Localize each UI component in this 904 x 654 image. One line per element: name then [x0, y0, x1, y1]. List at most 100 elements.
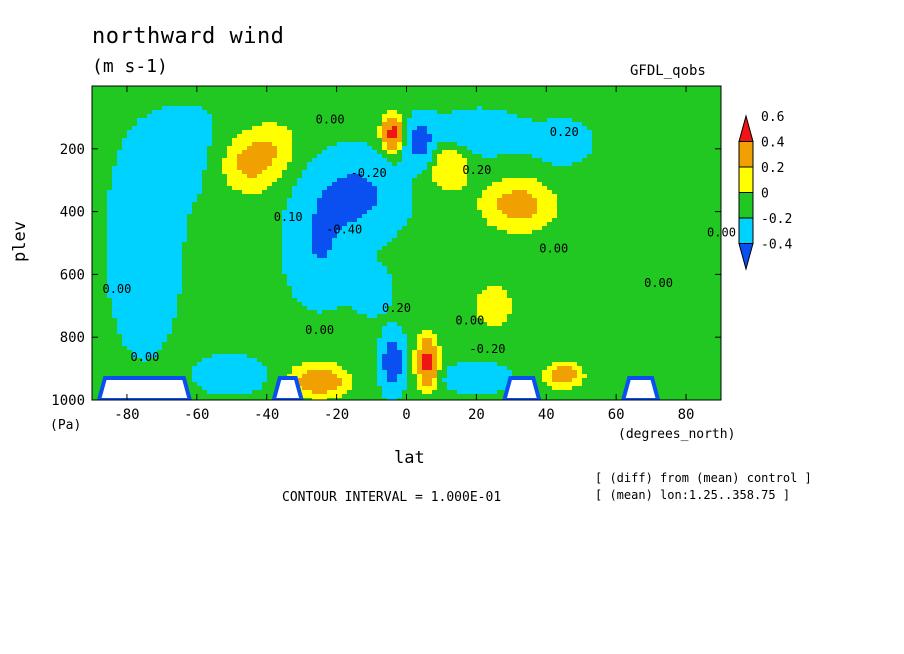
field-cell: [132, 194, 138, 199]
field-cell: [217, 110, 223, 115]
field-cell: [287, 94, 293, 99]
field-cell: [402, 382, 408, 387]
field-cell: [382, 194, 388, 199]
field-cell: [297, 202, 303, 207]
field-cell: [162, 234, 168, 239]
field-cell: [197, 94, 203, 99]
field-cell: [307, 266, 313, 271]
field-cell: [112, 102, 118, 107]
field-cell: [157, 294, 163, 299]
field-cell: [392, 266, 398, 271]
field-cell: [347, 218, 353, 223]
field-cell: [287, 310, 293, 315]
field-cell: [402, 238, 408, 243]
field-cell: [177, 138, 183, 143]
field-cell: [257, 314, 263, 319]
field-cell: [317, 158, 323, 163]
field-cell: [272, 202, 278, 207]
field-cell: [207, 102, 213, 107]
field-cell: [182, 238, 188, 243]
field-cell: [292, 138, 298, 143]
field-cell: [232, 158, 238, 163]
field-cell: [207, 154, 213, 159]
field-cell: [92, 274, 98, 279]
field-cell: [167, 202, 173, 207]
field-cell: [262, 258, 268, 263]
field-cell: [102, 354, 108, 359]
field-cell: [372, 386, 378, 391]
field-cell: [92, 238, 98, 243]
field-cell: [142, 350, 148, 355]
field-cell: [342, 246, 348, 251]
field-cell: [152, 210, 158, 215]
field-cell: [312, 194, 318, 199]
field-cell: [367, 342, 373, 347]
field-cell: [107, 282, 113, 287]
field-cell: [287, 226, 293, 231]
field-cell: [297, 174, 303, 179]
field-cell: [102, 270, 108, 275]
field-cell: [377, 358, 383, 363]
field-cell: [182, 86, 188, 91]
field-cell: [312, 214, 318, 219]
field-cell: [342, 230, 348, 235]
field-cell: [187, 274, 193, 279]
field-cell: [252, 282, 258, 287]
field-cell: [117, 286, 123, 291]
field-cell: [137, 326, 143, 331]
field-cell: [397, 174, 403, 179]
field-cell: [297, 114, 303, 119]
field-cell: [152, 294, 158, 299]
field-cell: [312, 286, 318, 291]
field-cell: [182, 354, 188, 359]
field-cell: [122, 174, 128, 179]
field-cell: [112, 194, 118, 199]
field-cell: [247, 150, 253, 155]
field-cell: [117, 118, 123, 123]
field-cell: [167, 254, 173, 259]
field-cell: [322, 206, 328, 211]
field-cell: [392, 262, 398, 267]
field-cell: [187, 202, 193, 207]
field-cell: [242, 154, 248, 159]
field-cell: [352, 114, 358, 119]
field-cell: [167, 362, 173, 367]
field-cell: [212, 166, 218, 171]
field-cell: [122, 246, 128, 251]
field-cell: [382, 222, 388, 227]
field-cell: [327, 110, 333, 115]
field-cell: [377, 374, 383, 379]
field-cell: [177, 302, 183, 307]
field-cell: [232, 166, 238, 171]
field-cell: [232, 398, 238, 400]
field-cell: [232, 130, 238, 135]
field-cell: [402, 162, 408, 167]
field-cell: [247, 234, 253, 239]
field-cell: [392, 378, 398, 383]
field-cell: [267, 242, 273, 247]
field-cell: [132, 182, 138, 187]
field-cell: [307, 130, 313, 135]
field-cell: [377, 386, 383, 391]
field-cell: [232, 106, 238, 111]
field-cell: [172, 234, 178, 239]
field-cell: [117, 334, 123, 339]
field-cell: [227, 302, 233, 307]
field-cell: [327, 382, 333, 387]
field-cell: [172, 106, 178, 111]
field-cell: [102, 258, 108, 263]
field-cell: [297, 298, 303, 303]
field-cell: [92, 326, 98, 331]
field-cell: [92, 218, 98, 223]
field-cell: [137, 126, 143, 131]
field-cell: [237, 86, 243, 91]
field-cell: [367, 226, 373, 231]
field-cell: [262, 370, 268, 375]
field-cell: [167, 130, 173, 135]
field-cell: [117, 290, 123, 295]
field-cell: [297, 158, 303, 163]
field-cell: [242, 182, 248, 187]
field-cell: [372, 234, 378, 239]
field-cell: [307, 122, 313, 127]
field-cell: [347, 254, 353, 259]
